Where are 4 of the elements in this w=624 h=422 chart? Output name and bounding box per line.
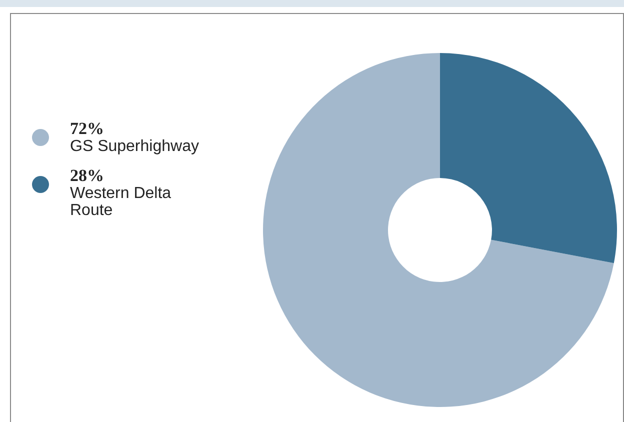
data-label: 28% <box>70 166 104 185</box>
donut-slice <box>263 53 614 407</box>
donut-slice <box>440 53 617 264</box>
data-label: 72% <box>70 119 104 138</box>
